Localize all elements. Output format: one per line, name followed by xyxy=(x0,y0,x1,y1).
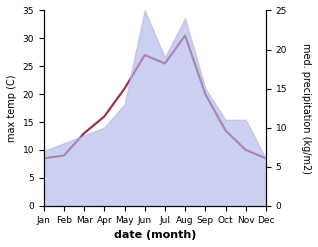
X-axis label: date (month): date (month) xyxy=(114,230,196,240)
Y-axis label: med. precipitation (kg/m2): med. precipitation (kg/m2) xyxy=(301,43,311,174)
Y-axis label: max temp (C): max temp (C) xyxy=(7,74,17,142)
